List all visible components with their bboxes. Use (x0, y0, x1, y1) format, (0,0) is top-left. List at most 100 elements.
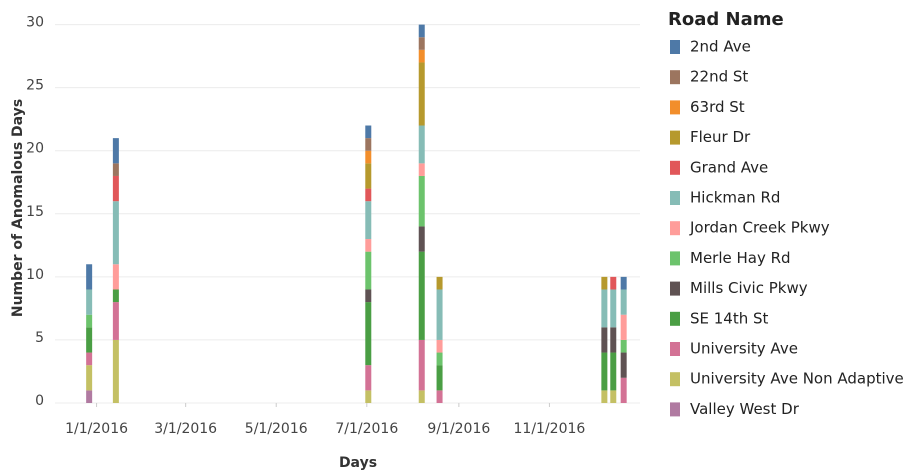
bar-segment (418, 390, 425, 403)
bar-segment (112, 138, 119, 164)
legend-swatch (670, 70, 680, 85)
y-axis-title: Number of Anomalous Days (10, 99, 26, 317)
bar-segment (418, 62, 425, 126)
legend-swatch (670, 100, 680, 115)
bar-segment (601, 352, 608, 391)
bar-segment (601, 289, 608, 328)
bar-segment (365, 201, 372, 240)
legend-label: University Ave (690, 340, 798, 358)
bar-segment (418, 24, 425, 38)
bar-segment (365, 188, 372, 202)
legend-label: Merle Hay Rd (690, 249, 791, 267)
bar-segment (112, 339, 119, 403)
bar-segment (610, 390, 617, 403)
bar-segment (418, 175, 425, 227)
y-tick-label: 30 (26, 15, 44, 31)
legend-label: Valley West Dr (690, 400, 800, 418)
bar-segment (436, 390, 443, 403)
legend-label: 63rd St (690, 98, 745, 116)
x-tick-label: 9/1/2016 (427, 421, 490, 437)
bar-segment (86, 365, 93, 391)
bar-segment (365, 125, 372, 139)
legend-title: Road Name (668, 9, 784, 30)
bar-segment (86, 390, 93, 403)
bar-segment (365, 163, 372, 189)
legend-label: Fleur Dr (690, 128, 751, 146)
legend-label: Hickman Rd (690, 189, 780, 207)
bar-segment (112, 289, 119, 303)
legend-swatch (670, 311, 680, 326)
legend-label: SE 14th St (690, 309, 769, 327)
bar-segment (365, 251, 372, 290)
bar-segment (86, 264, 93, 290)
legend-label: Grand Ave (690, 158, 768, 176)
bar-segment (620, 314, 627, 340)
bar-segment (86, 352, 93, 366)
bar-segment (112, 201, 119, 265)
bar-segment (112, 175, 119, 202)
bar-segment (620, 289, 627, 315)
bar-segment (610, 289, 617, 328)
bar-segment (365, 150, 372, 164)
y-tick-label: 15 (26, 204, 44, 220)
bar-segment (610, 352, 617, 391)
legend-swatch (670, 251, 680, 266)
bar-segment (436, 352, 443, 366)
legend-swatch (670, 281, 680, 296)
bar-segment (112, 302, 119, 340)
bar-segment (365, 302, 372, 366)
x-tick-label: 1/1/2016 (65, 421, 128, 437)
bar-segment (86, 314, 93, 328)
y-tick-label: 5 (35, 330, 44, 346)
y-tick-label: 20 (26, 141, 44, 157)
bar-segment (610, 327, 617, 353)
legend-swatch (670, 342, 680, 356)
bar-segment (436, 365, 443, 391)
bar-segment (112, 264, 119, 290)
bar-segment (418, 49, 425, 63)
bar-segment (610, 276, 617, 290)
bar-segment (418, 125, 425, 164)
legend-swatch (670, 221, 680, 236)
bar-segment (86, 327, 93, 353)
x-tick-label: 7/1/2016 (335, 421, 398, 437)
bar-segment (620, 352, 627, 378)
legend-swatch (670, 40, 680, 54)
bar-segment (418, 251, 425, 340)
bar-segment (418, 226, 425, 252)
bar-segment (436, 276, 443, 290)
legend-label: University Ave Non Adaptive (690, 370, 904, 388)
legend-swatch (670, 160, 680, 175)
legend-label: Jordan Creek Pkwy (689, 219, 830, 237)
legend-swatch (670, 402, 680, 417)
bar-segment (601, 276, 608, 290)
bar-segment (436, 339, 443, 353)
legend-swatch (670, 130, 680, 145)
bar-segment (86, 289, 93, 315)
bar-segment (601, 390, 608, 403)
bar-segment (436, 289, 443, 340)
y-tick-label: 25 (26, 78, 44, 94)
legend-label: Mills Civic Pkwy (690, 279, 808, 297)
bar-segment (112, 163, 119, 176)
bar-segment (365, 289, 372, 303)
x-axis-title: Days (339, 455, 377, 471)
bar-segment (620, 377, 627, 403)
legend-label: 2nd Ave (690, 38, 751, 56)
bar-segment (418, 163, 425, 176)
y-tick-label: 0 (35, 393, 44, 409)
bar-segment (365, 390, 372, 403)
x-tick-label: 11/1/2016 (514, 421, 586, 437)
bar-segment (418, 37, 425, 50)
bar-segment (620, 339, 627, 353)
x-tick-label: 5/1/2016 (245, 421, 308, 437)
bar-segment (601, 327, 608, 353)
legend-label: 22nd St (690, 68, 748, 86)
bar-segment (620, 276, 627, 290)
bar-segment (418, 339, 425, 391)
legend-swatch (670, 372, 680, 387)
legend-swatch (670, 191, 680, 205)
y-tick-label: 10 (26, 267, 44, 283)
x-tick-label: 3/1/2016 (154, 421, 217, 437)
